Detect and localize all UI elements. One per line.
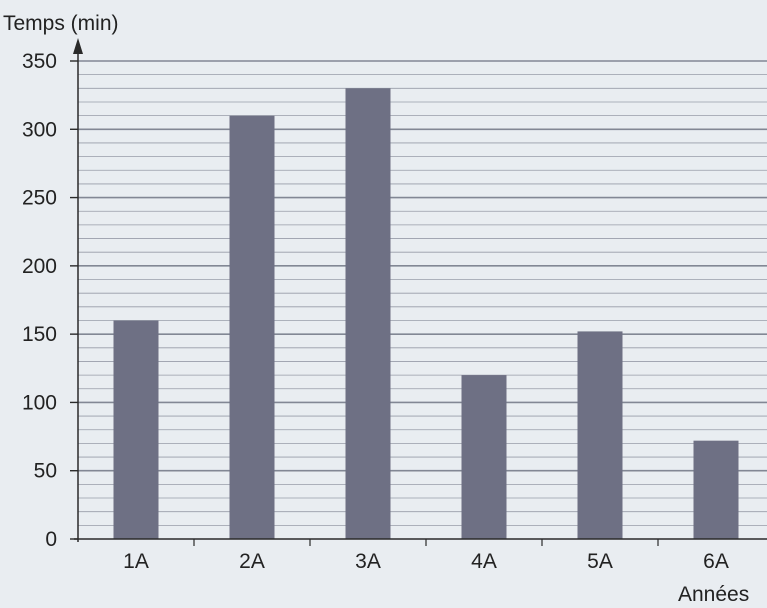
bar-2A xyxy=(229,115,275,539)
y-tick-label: 350 xyxy=(22,50,57,73)
x-tick-label: 3A xyxy=(355,550,381,573)
y-tick-label: 50 xyxy=(34,460,57,483)
x-tick-label: 4A xyxy=(471,550,497,573)
x-tick-labels: 1A 2A 3A 4A 5A 6A xyxy=(123,550,729,573)
x-axis-label: Années xyxy=(678,583,749,606)
axes xyxy=(70,38,767,546)
bar-4A xyxy=(461,375,507,539)
bar-6A xyxy=(693,440,739,539)
y-tick-label: 150 xyxy=(22,323,57,346)
x-tick-label: 1A xyxy=(123,550,149,573)
grid-lines xyxy=(78,60,767,526)
bar-5A xyxy=(577,331,623,539)
x-tick-label: 6A xyxy=(703,550,729,573)
y-tick-labels: 0 50 100 150 200 250 300 350 xyxy=(22,50,57,551)
bars xyxy=(113,88,739,540)
y-axis-arrow xyxy=(73,38,83,54)
x-tick-label: 2A xyxy=(239,550,265,573)
x-tick-label: 5A xyxy=(587,550,613,573)
bar-1A xyxy=(113,320,159,539)
y-tick-label: 0 xyxy=(45,528,57,551)
bar-3A xyxy=(345,88,391,540)
y-tick-label: 100 xyxy=(22,391,57,414)
y-axis-label: Temps (min) xyxy=(3,12,119,35)
y-tick-label: 300 xyxy=(22,118,57,141)
y-tick-label: 250 xyxy=(22,187,57,210)
y-tick-label: 200 xyxy=(22,255,57,278)
